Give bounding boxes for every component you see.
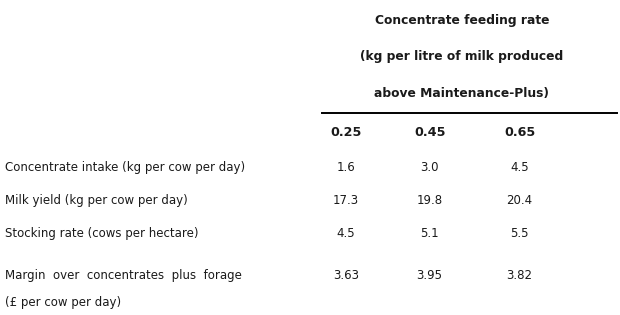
Text: Concentrate feeding rate: Concentrate feeding rate bbox=[374, 14, 549, 27]
Text: 3.63: 3.63 bbox=[333, 269, 359, 282]
Text: 4.5: 4.5 bbox=[337, 227, 355, 240]
Text: 3.0: 3.0 bbox=[420, 161, 439, 174]
Text: 17.3: 17.3 bbox=[333, 194, 359, 207]
Text: (£ per cow per day): (£ per cow per day) bbox=[5, 296, 121, 309]
Text: 5.1: 5.1 bbox=[420, 227, 439, 240]
Text: Concentrate intake (kg per cow per day): Concentrate intake (kg per cow per day) bbox=[5, 161, 245, 174]
Text: 3.82: 3.82 bbox=[507, 269, 533, 282]
Text: 5.5: 5.5 bbox=[510, 227, 529, 240]
Text: 4.5: 4.5 bbox=[510, 161, 529, 174]
Text: 0.25: 0.25 bbox=[330, 126, 361, 139]
Text: Milk yield (kg per cow per day): Milk yield (kg per cow per day) bbox=[5, 194, 188, 207]
Text: above Maintenance-Plus): above Maintenance-Plus) bbox=[374, 87, 549, 100]
Text: Margin  over  concentrates  plus  forage: Margin over concentrates plus forage bbox=[5, 269, 242, 282]
Text: 19.8: 19.8 bbox=[417, 194, 443, 207]
Text: 3.95: 3.95 bbox=[417, 269, 443, 282]
Text: 1.6: 1.6 bbox=[337, 161, 355, 174]
Text: 0.45: 0.45 bbox=[414, 126, 445, 139]
Text: 0.65: 0.65 bbox=[504, 126, 535, 139]
Text: 20.4: 20.4 bbox=[507, 194, 533, 207]
Text: (kg per litre of milk produced: (kg per litre of milk produced bbox=[360, 50, 564, 63]
Text: Stocking rate (cows per hectare): Stocking rate (cows per hectare) bbox=[5, 227, 198, 240]
